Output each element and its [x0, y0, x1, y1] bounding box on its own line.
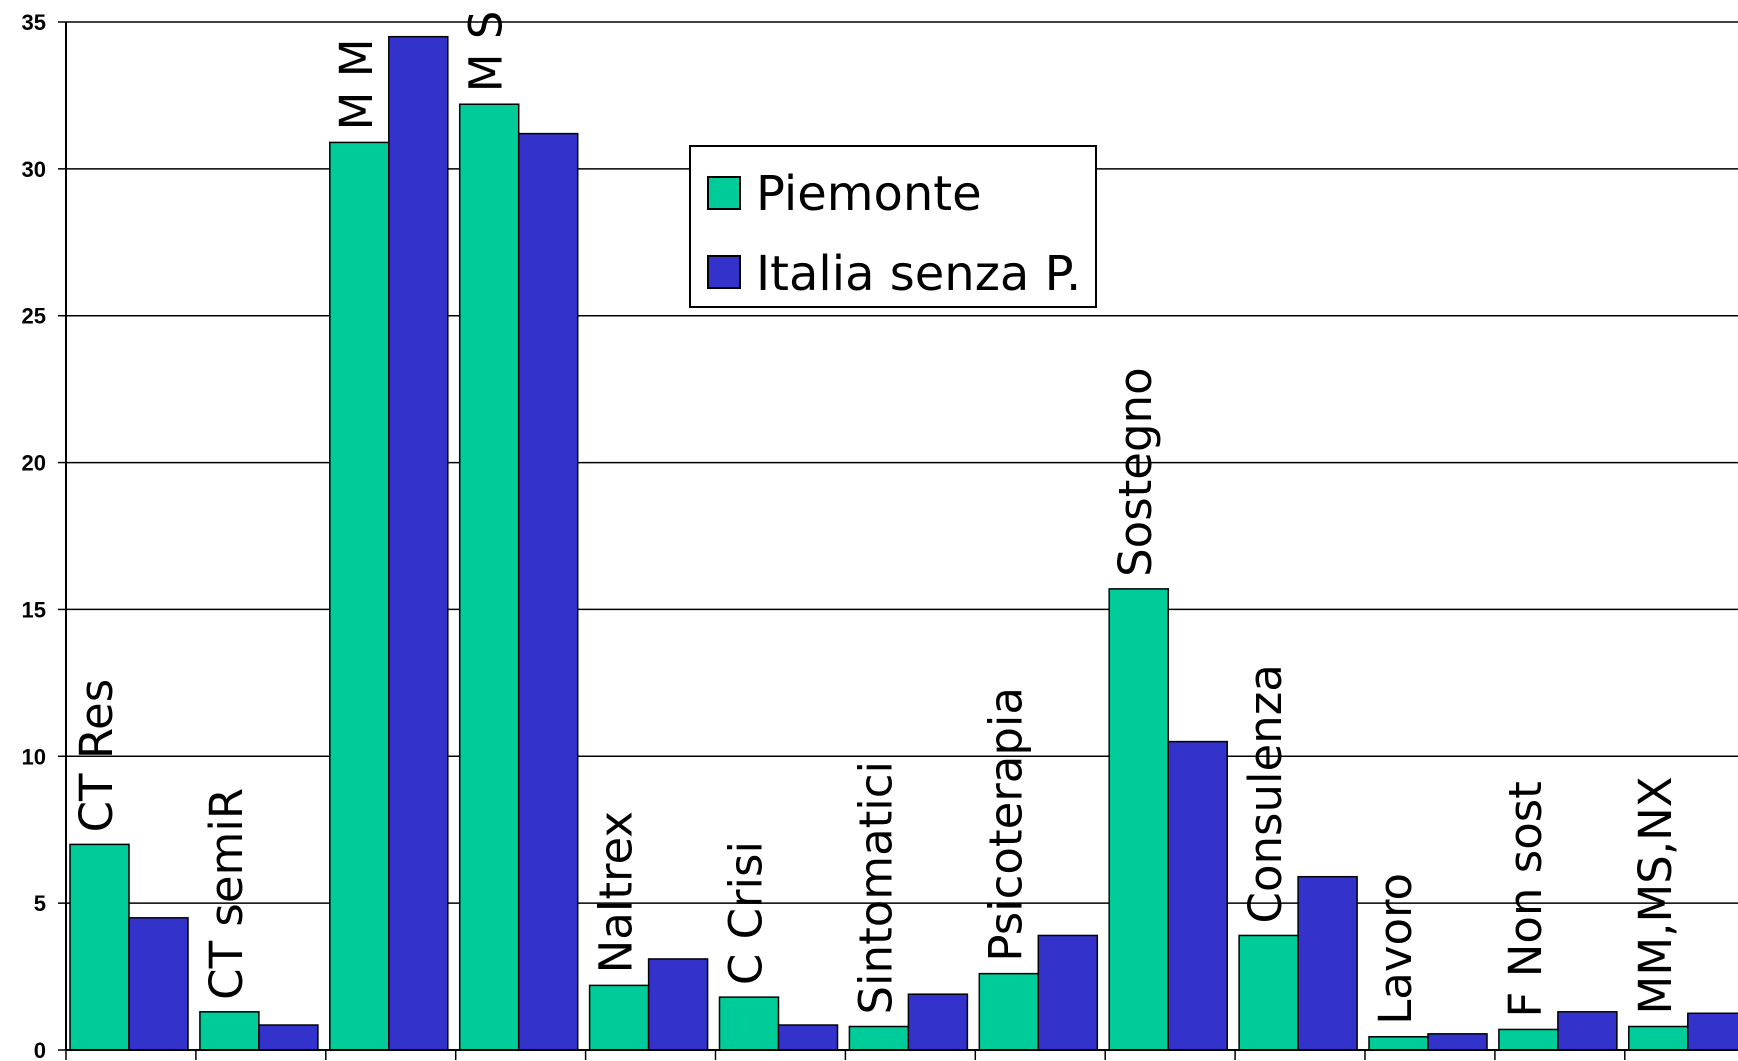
category-label: Naltrex [590, 811, 643, 973]
y-tick-label: 35 [22, 10, 46, 35]
legend-swatch-italia [707, 255, 741, 289]
bar-piemonte [199, 1011, 260, 1051]
category-label: F Non sost [1499, 781, 1552, 1017]
bars [69, 35, 1738, 1051]
category-labels: CT Res CT semiR M M M S Naltrex C Crisi Sintom… [70, 11, 1682, 1025]
bar-italia [1297, 875, 1358, 1051]
y-tick-label: 20 [22, 451, 46, 476]
category-label: C Crisi [720, 841, 773, 985]
bar-piemonte [978, 972, 1040, 1051]
legend-box [689, 145, 1097, 308]
bar-italia [647, 958, 709, 1051]
bar-italia [777, 1024, 839, 1051]
bar-piemonte [329, 141, 390, 1051]
category-label: Consulenza [1239, 664, 1292, 923]
y-tick-label: 0 [34, 1038, 46, 1061]
bar-piemonte [1238, 934, 1299, 1051]
legend-swatch-piemonte [707, 176, 741, 210]
bar-piemonte [458, 103, 520, 1051]
category-label: CT semiR [200, 788, 253, 1000]
bar-piemonte [718, 996, 780, 1051]
bar-piemonte [588, 984, 650, 1051]
category-label: Psicoterapia [979, 687, 1032, 962]
bar-italia [128, 917, 189, 1051]
legend-label-piemonte: Piemonte [756, 166, 982, 222]
bar-italia [388, 35, 449, 1051]
axes: 0 5 10 15 20 25 30 35 [22, 10, 1738, 1061]
bar-italia [1687, 1012, 1738, 1051]
bar-piemonte [69, 843, 130, 1051]
category-label: M M [330, 38, 383, 130]
bar-italia [1557, 1011, 1618, 1051]
bar-italia [1037, 934, 1099, 1051]
category-label: MM,MS,NX [1629, 776, 1682, 1014]
bar-piemonte [1498, 1028, 1559, 1051]
y-tick-label: 30 [22, 157, 46, 182]
legend-label-italia: Italia senza P. [756, 246, 1081, 302]
y-tick-label: 15 [22, 597, 46, 622]
bar-italia [517, 132, 579, 1051]
bar-italia [907, 993, 969, 1051]
bar-italia [258, 1024, 319, 1051]
category-label: Sostegno [1109, 367, 1162, 577]
bar-piemonte [1368, 1036, 1429, 1051]
category-label: Lavoro [1369, 873, 1422, 1025]
category-label: Sintomatici [849, 761, 902, 1015]
bar-italia [1427, 1033, 1488, 1051]
legend: Piemonte Italia senza P. [689, 145, 1097, 308]
bar-piemonte [848, 1025, 910, 1051]
bar-italia [1167, 740, 1228, 1051]
bar-piemonte [1108, 588, 1169, 1051]
y-tick-label: 10 [22, 744, 46, 769]
y-tick-label: 25 [22, 304, 46, 329]
category-label: M S [460, 11, 513, 93]
bar-piemonte [1628, 1025, 1689, 1051]
y-tick-label: 5 [34, 891, 46, 916]
category-label: CT Res [70, 679, 123, 833]
